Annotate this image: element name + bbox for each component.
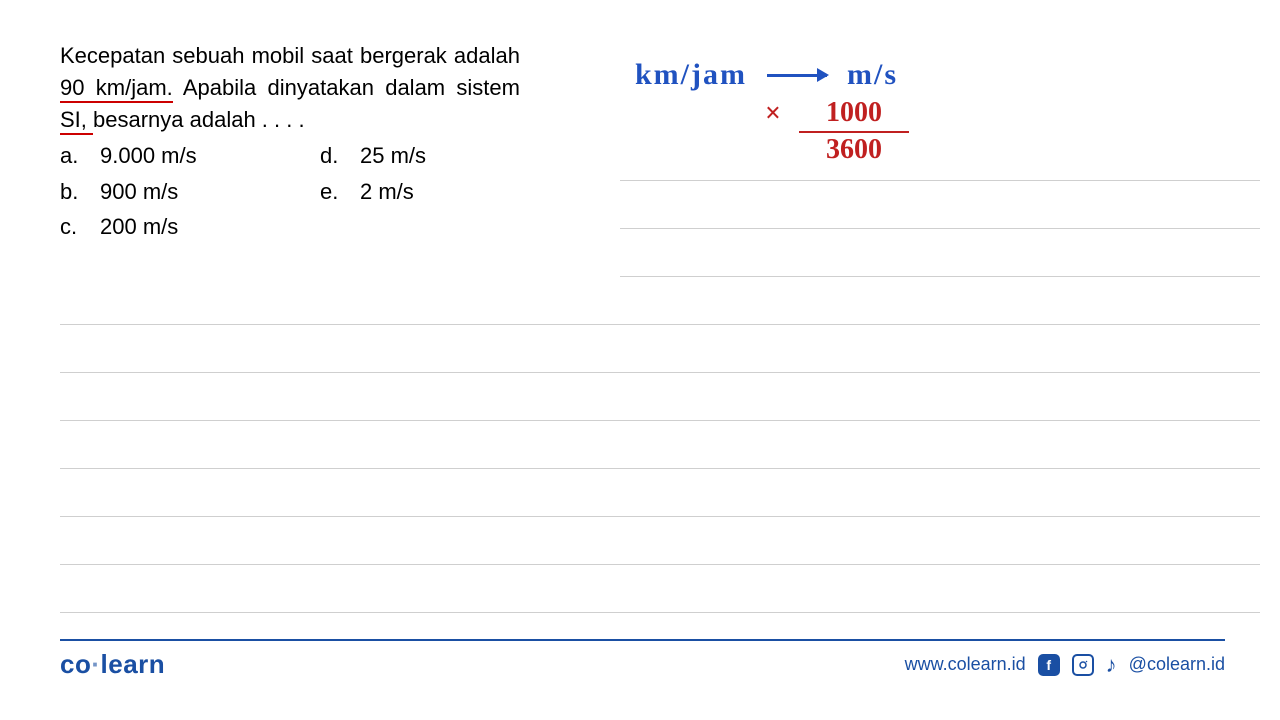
instagram-icon [1072, 654, 1094, 676]
brand-co: co [60, 649, 91, 679]
social-handle: @colearn.id [1129, 654, 1225, 675]
question-text: Kecepatan sebuah mobil saat bergerak ada… [60, 40, 520, 136]
footer: co·learn www.colearn.id f ♪ @colearn.id [60, 639, 1225, 680]
denominator: 3600 [826, 135, 882, 166]
option-text: 9.000 m/s [100, 140, 197, 172]
underlined-si: SI, [60, 107, 93, 135]
option-c: c. 200 m/s [60, 211, 320, 243]
fraction-divider [799, 131, 909, 133]
question-mid: Apabila dinyatakan dalam sistem [173, 75, 520, 100]
question-end: besarnya adalah . . . . [93, 107, 305, 132]
ruler-line [60, 468, 1260, 469]
ruler-line [620, 276, 1260, 277]
question-pre: Kecepatan sebuah mobil saat bergerak ada… [60, 43, 520, 68]
conversion-line: km/jam m/s [635, 58, 1085, 92]
option-letter: d. [320, 140, 340, 172]
to-unit: m/s [847, 58, 898, 92]
arrow-icon [767, 74, 827, 77]
ruler-line [620, 180, 1260, 181]
multiplication-factor: × 1000 3600 [765, 98, 1085, 166]
underlined-value: 90 km/jam. [60, 75, 173, 103]
brand-learn: learn [101, 649, 166, 679]
from-unit: km/jam [635, 58, 747, 92]
ruler-line [60, 324, 1260, 325]
option-e: e. 2 m/s [320, 176, 520, 208]
handwritten-annotation: km/jam m/s × 1000 3600 [635, 58, 1085, 188]
ruler-line [60, 372, 1260, 373]
option-text: 2 m/s [360, 176, 414, 208]
ruler-lines-right [620, 180, 1260, 324]
option-d: d. 25 m/s [320, 140, 520, 172]
option-text: 900 m/s [100, 176, 178, 208]
option-letter: e. [320, 176, 340, 208]
fraction: 1000 3600 [799, 98, 909, 166]
options-grid: a. 9.000 m/s d. 25 m/s b. 900 m/s e. 2 m… [60, 140, 520, 244]
tiktok-icon: ♪ [1106, 654, 1117, 676]
ruler-line [60, 420, 1260, 421]
facebook-icon: f [1038, 654, 1060, 676]
ruler-line [60, 564, 1260, 565]
option-text: 200 m/s [100, 211, 178, 243]
footer-links: www.colearn.id f ♪ @colearn.id [905, 654, 1225, 676]
brand-dot: · [91, 649, 100, 679]
multiply-sign: × [765, 98, 781, 130]
brand-logo: co·learn [60, 649, 165, 680]
ruler-lines-full [60, 324, 1260, 660]
option-letter: a. [60, 140, 80, 172]
option-letter: c. [60, 211, 80, 243]
numerator: 1000 [826, 98, 882, 129]
website-url: www.colearn.id [905, 654, 1026, 675]
content-area: Kecepatan sebuah mobil saat bergerak ada… [60, 40, 1270, 650]
option-letter: b. [60, 176, 80, 208]
ruler-line [60, 612, 1260, 613]
option-a: a. 9.000 m/s [60, 140, 320, 172]
option-text: 25 m/s [360, 140, 426, 172]
ruler-line [60, 516, 1260, 517]
option-b: b. 900 m/s [60, 176, 320, 208]
question-block: Kecepatan sebuah mobil saat bergerak ada… [60, 40, 520, 243]
ruler-line [620, 228, 1260, 229]
